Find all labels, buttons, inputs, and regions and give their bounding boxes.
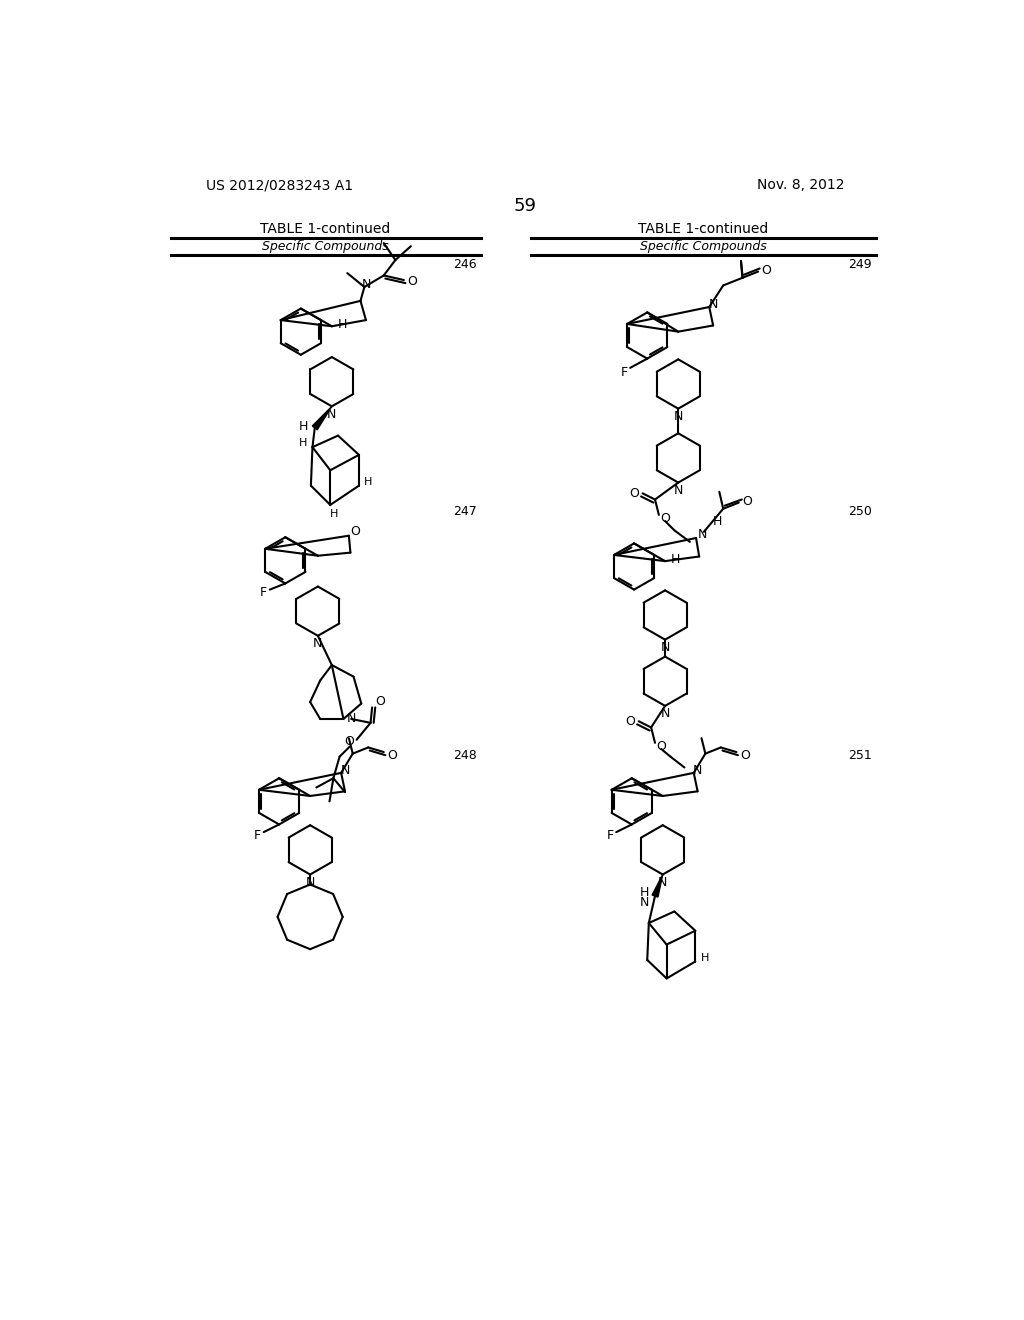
Text: O: O — [345, 735, 354, 748]
Text: 251: 251 — [848, 748, 872, 762]
Text: N: N — [346, 713, 356, 726]
Text: 246: 246 — [454, 259, 477, 271]
Polygon shape — [312, 407, 332, 430]
Text: Specific Compounds: Specific Compounds — [640, 240, 767, 253]
Text: O: O — [375, 694, 385, 708]
Text: N: N — [639, 896, 649, 908]
Text: H: H — [299, 420, 308, 433]
Text: N: N — [660, 640, 670, 653]
Text: Nov. 8, 2012: Nov. 8, 2012 — [757, 178, 844, 193]
Text: H: H — [338, 318, 347, 331]
Text: N: N — [305, 875, 314, 888]
Text: N: N — [674, 409, 683, 422]
Text: US 2012/0283243 A1: US 2012/0283243 A1 — [206, 178, 352, 193]
Text: O: O — [740, 748, 750, 762]
Text: O: O — [660, 512, 670, 525]
Text: H: H — [639, 886, 649, 899]
Text: 247: 247 — [453, 504, 477, 517]
Text: TABLE 1-continued: TABLE 1-continued — [260, 222, 391, 236]
Text: O: O — [629, 487, 639, 500]
Text: O: O — [408, 275, 418, 288]
Text: Specific Compounds: Specific Compounds — [262, 240, 389, 253]
Text: TABLE 1-continued: TABLE 1-continued — [638, 222, 769, 236]
Text: N: N — [362, 279, 372, 292]
Text: H: H — [700, 953, 709, 962]
Text: H: H — [672, 553, 681, 566]
Text: 249: 249 — [848, 259, 872, 271]
Text: O: O — [626, 714, 635, 727]
Text: F: F — [621, 366, 628, 379]
Text: N: N — [660, 708, 670, 721]
Polygon shape — [652, 875, 663, 898]
Text: F: F — [606, 829, 613, 842]
Text: N: N — [658, 875, 668, 888]
Text: H: H — [299, 438, 307, 449]
Text: H: H — [330, 510, 338, 519]
Text: H: H — [365, 477, 373, 487]
Text: N: N — [313, 638, 323, 649]
Text: N: N — [697, 528, 707, 541]
Text: 248: 248 — [453, 748, 477, 762]
Text: N: N — [340, 764, 349, 777]
Text: N: N — [709, 298, 718, 312]
Text: O: O — [387, 748, 397, 762]
Text: F: F — [254, 829, 261, 842]
Text: N: N — [327, 408, 337, 421]
Text: O: O — [742, 495, 753, 508]
Text: N: N — [674, 483, 683, 496]
Text: H: H — [713, 515, 723, 528]
Text: O: O — [350, 525, 360, 539]
Text: O: O — [656, 741, 667, 754]
Text: N: N — [693, 764, 702, 777]
Text: F: F — [260, 586, 267, 599]
Text: 250: 250 — [848, 504, 872, 517]
Text: 59: 59 — [513, 197, 537, 215]
Text: O: O — [761, 264, 771, 277]
